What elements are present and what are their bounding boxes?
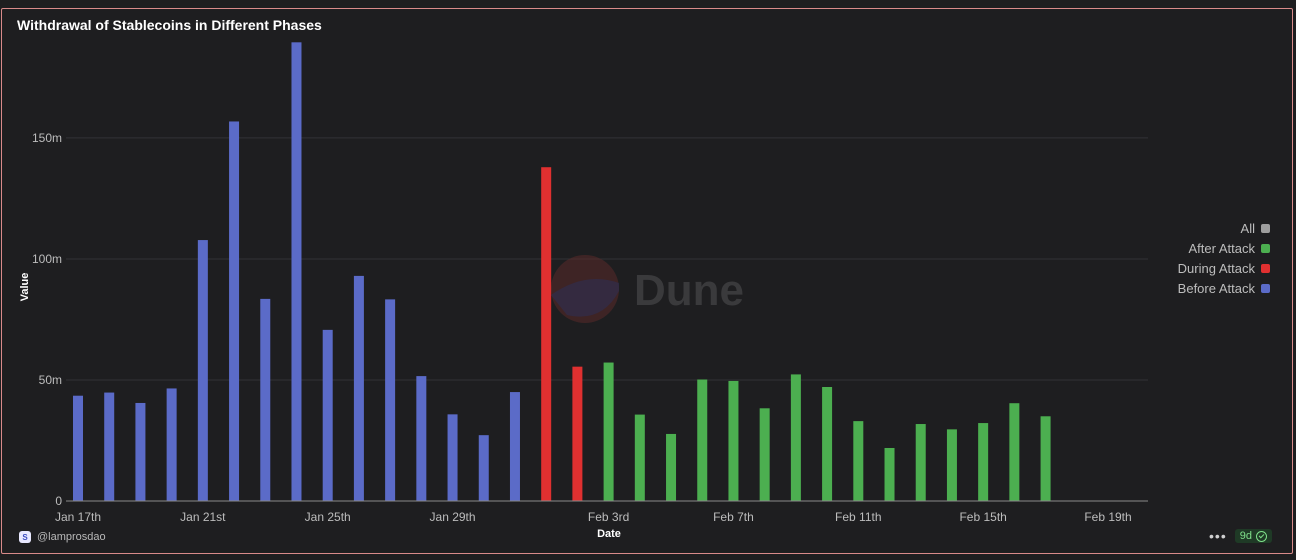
x-tick-label: Feb 15th <box>959 510 1006 524</box>
bar-after-attack[interactable] <box>728 380 739 501</box>
bar-before-attack[interactable] <box>104 392 115 501</box>
bar-after-attack[interactable] <box>603 362 614 501</box>
check-circle-icon <box>1256 530 1267 542</box>
author-credit[interactable]: S @lamprosdao <box>19 531 106 543</box>
bar-before-attack[interactable] <box>322 329 333 501</box>
bar-after-attack[interactable] <box>946 429 957 501</box>
legend-label: After Attack <box>1188 241 1255 256</box>
legend-swatch <box>1261 224 1270 233</box>
legend-swatch <box>1261 284 1270 293</box>
bar-after-attack[interactable] <box>759 408 770 501</box>
x-tick-label: Feb 7th <box>713 510 754 524</box>
chart-footer-actions: ••• 9d <box>1209 529 1272 543</box>
bar-after-attack[interactable] <box>1040 416 1051 501</box>
legend-item-during-attack[interactable]: During Attack <box>1178 261 1270 276</box>
y-tick-label: 100m <box>32 252 62 266</box>
bar-after-attack[interactable] <box>915 424 926 501</box>
legend-item-after-attack[interactable]: After Attack <box>1189 241 1270 256</box>
x-axis-label: Date <box>597 528 621 540</box>
y-tick-label: 150m <box>32 131 62 145</box>
bar-before-attack[interactable] <box>385 299 396 501</box>
watermark-text: Dune <box>634 266 744 315</box>
bar-after-attack[interactable] <box>790 374 801 501</box>
chart-panel: Withdrawal of Stablecoins in Different P… <box>1 8 1293 554</box>
bar-after-attack[interactable] <box>853 421 864 501</box>
bar-chart: 0 50m 100m 150m Dune Jan 17th Jan 21st Jan 25… <box>19 42 1148 540</box>
x-tick-label: Jan 21st <box>180 510 226 524</box>
legend-swatch <box>1261 264 1270 273</box>
legend-label: During Attack <box>1177 261 1255 276</box>
chart-legend: All After Attack During Attack Before Attac… <box>1178 221 1270 296</box>
x-tick-label: Feb 3rd <box>588 510 629 524</box>
legend-swatch <box>1261 244 1270 253</box>
refresh-age-badge[interactable]: 9d <box>1234 529 1272 543</box>
chart-title: Withdrawal of Stablecoins in Different P… <box>17 17 322 33</box>
bar-before-attack[interactable] <box>197 240 208 501</box>
legend-label: All <box>1240 221 1255 236</box>
bar-after-attack[interactable] <box>884 447 895 501</box>
bar-after-attack[interactable] <box>978 423 989 501</box>
more-options-icon[interactable]: ••• <box>1209 528 1227 544</box>
legend-item-before-attack[interactable]: Before Attack <box>1178 281 1270 296</box>
x-tick-label: Feb 11th <box>835 510 881 524</box>
bar-before-attack[interactable] <box>260 298 271 501</box>
bar-after-attack[interactable] <box>666 433 677 501</box>
y-tick-label: 50m <box>39 373 62 387</box>
y-axis-label: Value <box>19 273 31 302</box>
x-tick-label: Jan 17th <box>55 510 101 524</box>
x-tick-label: Jan 29th <box>430 510 476 524</box>
bar-before-attack[interactable] <box>229 121 240 501</box>
legend-item-all[interactable]: All <box>1241 221 1270 236</box>
bar-after-attack[interactable] <box>1009 403 1020 501</box>
dune-watermark: Dune <box>551 255 744 323</box>
bar-before-attack[interactable] <box>509 392 520 501</box>
bar-before-attack[interactable] <box>416 376 427 501</box>
x-tick-label: Feb 19th <box>1084 510 1131 524</box>
x-tick-label: Jan 25th <box>305 510 351 524</box>
bar-after-attack[interactable] <box>697 379 708 501</box>
bar-after-attack[interactable] <box>822 386 833 501</box>
legend-label: Before Attack <box>1177 281 1255 296</box>
bar-before-attack[interactable] <box>353 275 364 501</box>
bar-during-attack[interactable] <box>572 366 583 501</box>
bar-after-attack[interactable] <box>634 414 645 501</box>
refresh-age-text: 9d <box>1239 530 1252 542</box>
y-tick-label: 0 <box>55 494 62 508</box>
bar-before-attack[interactable] <box>73 395 83 501</box>
user-avatar-icon: S <box>19 531 31 543</box>
bar-before-attack[interactable] <box>166 388 177 501</box>
bar-before-attack[interactable] <box>135 402 146 501</box>
author-name: @lamprosdao <box>37 531 106 543</box>
bar-before-attack[interactable] <box>447 414 458 501</box>
bar-before-attack[interactable] <box>291 42 302 502</box>
bar-before-attack[interactable] <box>478 435 489 501</box>
bar-during-attack[interactable] <box>541 167 552 501</box>
